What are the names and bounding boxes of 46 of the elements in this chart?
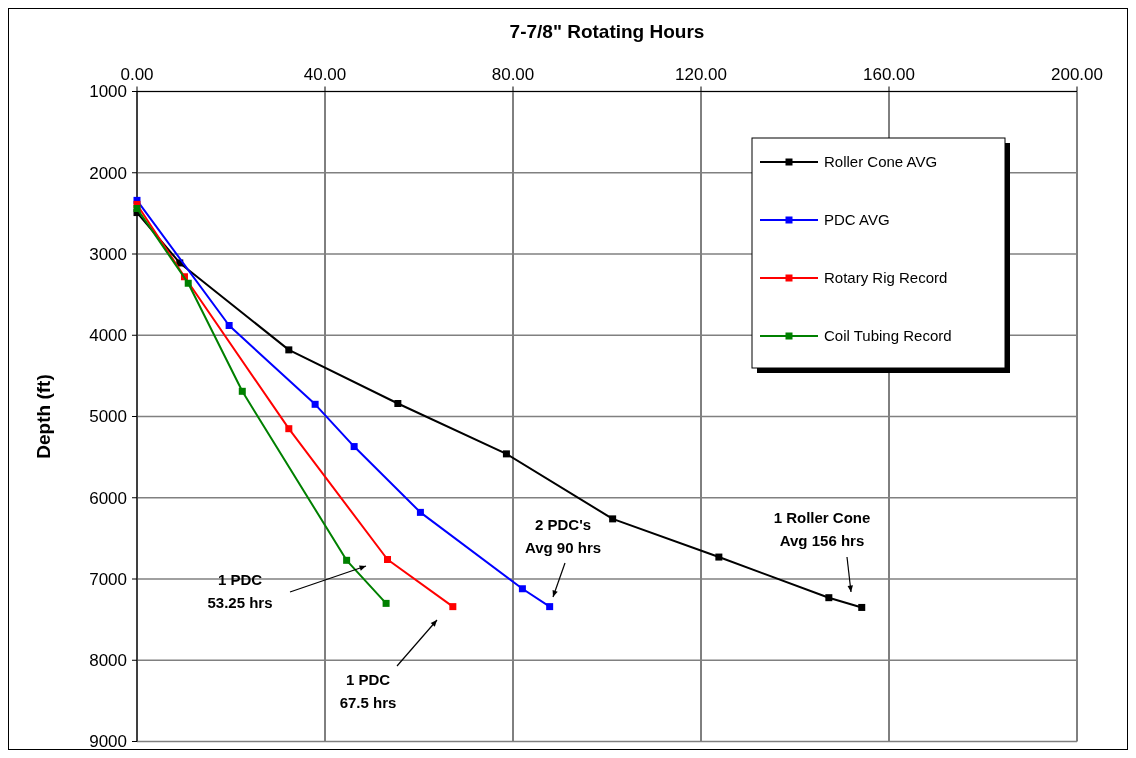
y-axis-title: Depth (ft): [33, 374, 54, 459]
annotation: 1 PDC 53.25 hrs: [207, 571, 273, 611]
point: [343, 556, 351, 564]
y-tick-label: 2000: [89, 163, 127, 183]
point: [609, 515, 617, 523]
point: [133, 205, 141, 212]
point: [518, 585, 526, 593]
chart-title: 7-7/8" Rotating Hours: [509, 21, 705, 42]
point: [184, 279, 192, 287]
legend-label: Coil Tubing Record: [824, 327, 952, 345]
point: [225, 322, 233, 329]
y-tick-label: 7000: [89, 569, 127, 589]
x-tick-label: 80.00: [491, 64, 535, 84]
y-tick-label: 1000: [89, 82, 127, 102]
point: [394, 400, 402, 407]
point: [416, 508, 424, 516]
y-tick-label: 6000: [89, 488, 127, 508]
x-tick-label: 40.00: [303, 64, 347, 84]
point: [238, 387, 246, 395]
legend-label: Rotary Rig Record: [824, 269, 948, 287]
point: [502, 450, 510, 458]
point: [350, 443, 358, 451]
annotation: 2 PDC's Avg 90 hrs: [524, 516, 602, 556]
point: [285, 425, 293, 433]
point: [311, 400, 319, 408]
x-tick-label: 120.00: [675, 64, 727, 84]
y-tick-label: 5000: [89, 407, 127, 427]
point: [546, 603, 554, 611]
point: [858, 603, 866, 611]
y-tick-label: 8000: [89, 651, 127, 671]
point: [382, 599, 390, 607]
legend-label: PDC AVG: [824, 211, 890, 229]
annotation: 1 Roller Cone Avg 156 hrs: [773, 509, 871, 549]
legend-label: Roller Cone AVG: [824, 153, 938, 171]
y-tick-label: 4000: [89, 326, 127, 346]
x-tick-label: 160.00: [863, 64, 915, 84]
y-tick-label: 3000: [89, 244, 127, 264]
y-tick-label: 9000: [89, 732, 127, 752]
point: [285, 346, 293, 354]
point: [715, 553, 723, 561]
annotation: 1 PDC 67.5 hrs: [339, 671, 397, 711]
point: [449, 603, 457, 611]
point: [384, 556, 392, 563]
x-tick-label: 0.00: [120, 64, 154, 84]
point: [825, 594, 833, 602]
x-tick-label: 200.00: [1051, 64, 1103, 84]
